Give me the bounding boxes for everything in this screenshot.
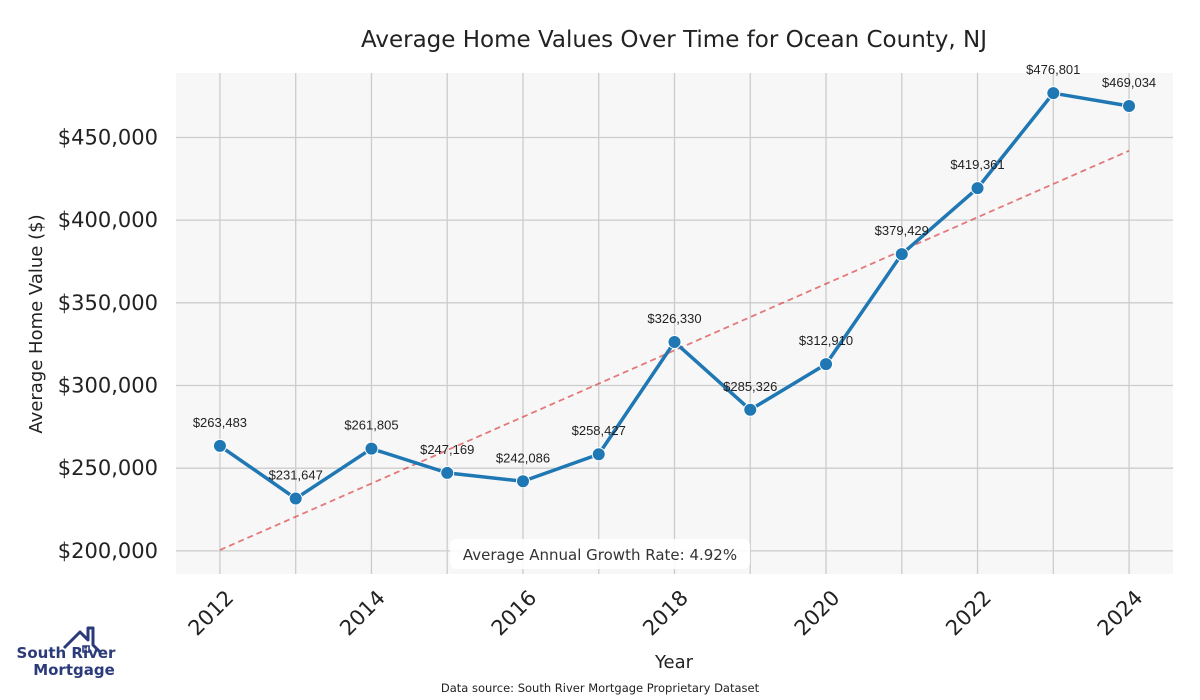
data-point xyxy=(288,491,303,506)
growth-rate-annotation: Average Annual Growth Rate: 4.92% xyxy=(450,539,750,569)
data-label: $247,169 xyxy=(420,442,474,457)
y-tick-label: $400,000 xyxy=(58,208,158,232)
data-point xyxy=(591,447,606,462)
data-label: $326,330 xyxy=(647,311,701,326)
chart-title: Average Home Values Over Time for Ocean … xyxy=(361,27,987,53)
growth-rate-text: Average Annual Growth Rate: 4.92% xyxy=(463,546,737,564)
y-tick-label: $250,000 xyxy=(58,456,158,480)
x-tick-label: 2020 xyxy=(790,586,845,641)
data-label: $231,647 xyxy=(269,468,323,483)
logo: South River Mortgage xyxy=(17,626,117,679)
data-label: $285,326 xyxy=(723,379,777,394)
x-tick-label: 2014 xyxy=(335,586,390,641)
data-label: $379,429 xyxy=(875,223,929,238)
growth-rate-box xyxy=(450,539,750,569)
house-icon xyxy=(62,626,102,654)
data-point xyxy=(1122,99,1137,114)
y-tick-label: $350,000 xyxy=(58,291,158,315)
trend-layer xyxy=(219,149,1130,551)
data-point xyxy=(1046,86,1061,101)
data-label: $476,801 xyxy=(1026,62,1080,77)
data-point xyxy=(440,465,455,480)
data-label: $242,086 xyxy=(496,450,550,465)
data-source: Data source: South River Mortgage Propri… xyxy=(441,681,760,695)
data-point xyxy=(743,402,758,417)
trend-line xyxy=(219,149,1130,551)
data-point xyxy=(212,438,227,453)
data-point xyxy=(819,357,834,372)
y-tick-label: $300,000 xyxy=(58,374,158,398)
grid xyxy=(176,73,1173,574)
data-label: $263,483 xyxy=(193,415,247,430)
data-point xyxy=(894,247,909,262)
data-labels: $263,483 $231,647 $261,805 $247,169 $242,086… xyxy=(193,62,1156,482)
data-point xyxy=(970,181,985,196)
window-icon xyxy=(82,645,90,653)
logo-line-2: Mortgage xyxy=(33,661,115,679)
data-point xyxy=(515,474,530,489)
data-label: $258,427 xyxy=(572,423,626,438)
x-axis-label: Year xyxy=(654,652,694,673)
x-tick-label: 2012 xyxy=(184,586,239,641)
logo-line-1: South River xyxy=(17,644,117,662)
y-tick-label: $450,000 xyxy=(58,125,158,149)
data-label: $261,805 xyxy=(344,418,398,433)
data-label: $419,361 xyxy=(950,157,1004,172)
x-tick-label: 2018 xyxy=(638,586,693,641)
data-point xyxy=(364,441,379,456)
y-tick-label: $200,000 xyxy=(58,539,158,563)
x-tick-label: 2016 xyxy=(487,586,542,641)
x-tick-label: 2022 xyxy=(941,586,996,641)
data-label: $312,910 xyxy=(799,333,853,348)
y-axis-label: Average Home Value ($) xyxy=(26,214,47,433)
x-tick-label: 2024 xyxy=(1093,586,1148,641)
series-layer xyxy=(212,86,1137,506)
data-label: $469,034 xyxy=(1102,75,1156,90)
data-point xyxy=(667,334,682,349)
